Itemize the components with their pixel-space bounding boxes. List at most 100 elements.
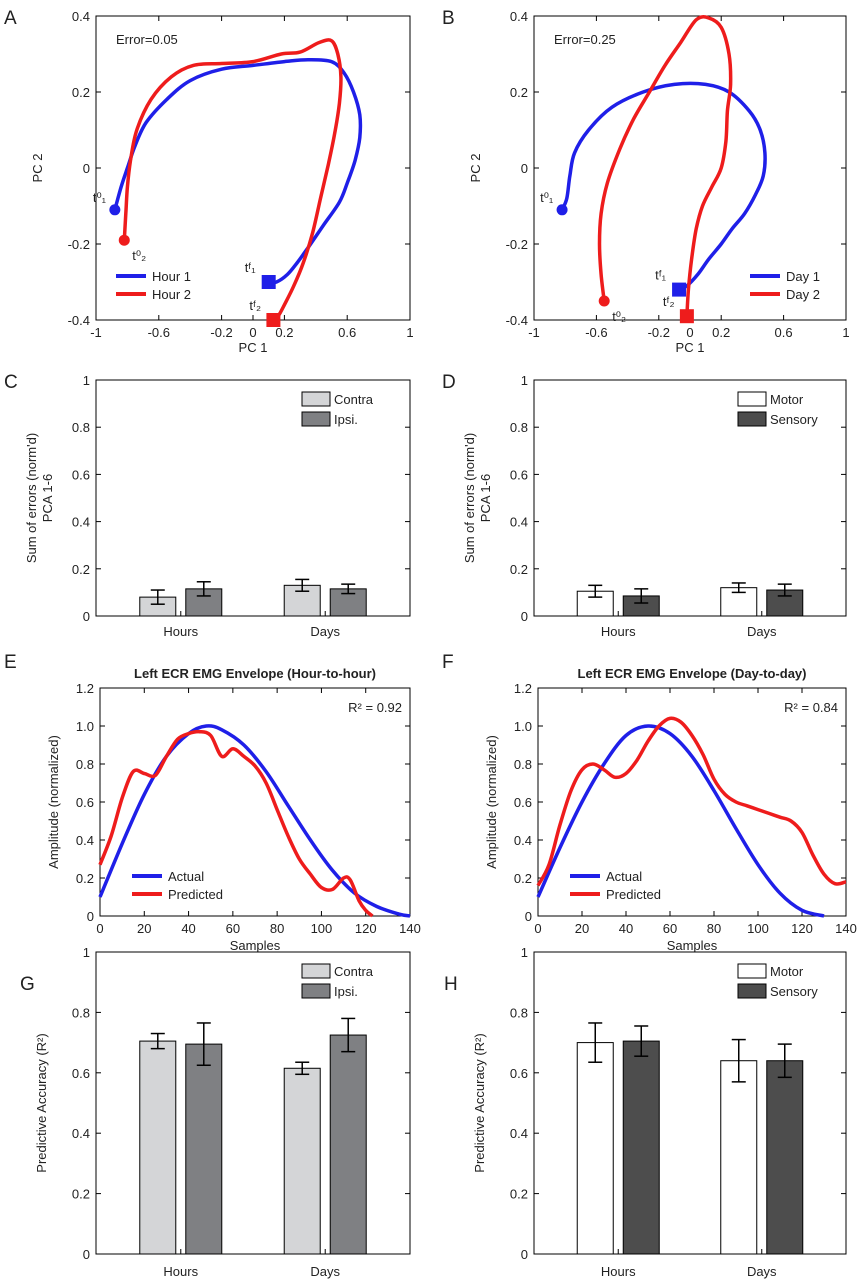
y-tick-label: 0.4 xyxy=(72,9,90,24)
x-tick-label: 0 xyxy=(534,921,541,936)
y-tick-label: 0.4 xyxy=(72,515,90,530)
y-tick-label: 1.2 xyxy=(76,681,94,696)
x-tick-label: 120 xyxy=(791,921,813,936)
emg-line-blue xyxy=(536,724,825,918)
plot-frame-d xyxy=(533,379,847,617)
x-tick-label: 140 xyxy=(399,921,421,936)
plot-frame-c xyxy=(95,379,411,617)
category-label: Days xyxy=(747,624,777,639)
y-tick-label: 0.4 xyxy=(72,1126,90,1141)
start-marker-red xyxy=(118,234,130,246)
x-tick-label: -1 xyxy=(528,325,540,340)
y-tick-label: 0.2 xyxy=(510,562,528,577)
end-time-label: tᶠ₂ xyxy=(663,294,675,309)
legend-swatch xyxy=(737,391,767,407)
y-tick-label: 0.4 xyxy=(510,515,528,530)
legend-label: Motor xyxy=(770,964,804,979)
y-tick-label: 0 xyxy=(525,909,532,924)
panel-letter-d: D xyxy=(442,372,456,393)
x-tick-label: -0.6 xyxy=(148,325,170,340)
category-label: Days xyxy=(747,1264,777,1279)
start-time-label: t⁰₁ xyxy=(540,190,554,205)
x-axis-label: Samples xyxy=(230,938,281,953)
plot-frame-h xyxy=(533,951,847,1255)
chart-panel-e: 0 20 40 60 80 100 120 140 0 0.2 0.4 0.6 0.8 1.0 1.2 Sam… xyxy=(46,666,421,953)
legend-swatch xyxy=(301,963,331,979)
bar-contra xyxy=(283,1067,321,1255)
y-tick-label: 0.8 xyxy=(514,757,532,772)
x-axis-label: Samples xyxy=(667,938,718,953)
emg-line-red xyxy=(536,716,847,887)
chart-panel-f: 0 20 40 60 80 100 120 140 0 0.2 0.4 0.6 0.8 1.0 1.2 Sam… xyxy=(484,666,857,953)
end-marker-blue xyxy=(261,275,276,289)
bar-motor xyxy=(576,1042,614,1255)
y-tick-label: 0.2 xyxy=(76,871,94,886)
legend-label: Ipsi. xyxy=(334,984,358,999)
category-label: Hours xyxy=(601,1264,636,1279)
legend-label: Ipsi. xyxy=(334,412,358,427)
bar-motor xyxy=(720,1060,758,1255)
legend-swatch xyxy=(301,411,331,427)
legend-swatch xyxy=(301,983,331,999)
x-tick-label: -0.2 xyxy=(648,325,670,340)
x-tick-label: 1 xyxy=(842,325,849,340)
y-axis-label: Predictive Accuracy (R²) xyxy=(472,1033,487,1172)
error-annotation: Error=0.25 xyxy=(554,32,616,47)
legend-label: Hour 1 xyxy=(152,269,191,284)
category-label: Days xyxy=(310,1264,340,1279)
y-tick-label: 0.2 xyxy=(72,85,90,100)
chart-panel-d: 0 0.2 0.4 0.6 0.8 1 Sum of errors (norm'd) PCA … xyxy=(462,373,847,639)
y-tick-label: 0.6 xyxy=(72,467,90,482)
plot-frame-g xyxy=(95,951,411,1255)
y-tick-label: -0.2 xyxy=(68,237,90,252)
y-tick-label: 1 xyxy=(83,373,90,388)
y-tick-label: 0 xyxy=(83,1247,90,1262)
y-axis-label: Sum of errors (norm'd) xyxy=(462,433,477,563)
x-tick-label: 20 xyxy=(575,921,589,936)
trajectory-line-blue xyxy=(560,81,767,292)
error-annotation: Error=0.05 xyxy=(116,32,178,47)
x-tick-label: 40 xyxy=(619,921,633,936)
y-axis-label: Sum of errors (norm'd) xyxy=(24,433,39,563)
panel-letter-c: C xyxy=(4,372,18,393)
y-tick-label: 0.6 xyxy=(76,795,94,810)
y-axis-label: Predictive Accuracy (R²) xyxy=(34,1033,49,1172)
y-tick-label: 0.6 xyxy=(510,467,528,482)
y-tick-label: 0 xyxy=(83,161,90,176)
x-tick-label: 0 xyxy=(686,325,693,340)
trajectory-line-blue xyxy=(113,57,363,285)
y-tick-label: 0.6 xyxy=(510,1066,528,1081)
y-tick-label: 0.2 xyxy=(72,562,90,577)
legend-label: Actual xyxy=(606,869,642,884)
x-tick-label: 60 xyxy=(663,921,677,936)
bar-ipsi xyxy=(185,1043,223,1255)
x-tick-label: 0.2 xyxy=(275,325,293,340)
y-tick-label: 0.4 xyxy=(510,1126,528,1141)
panel-letter-a: A xyxy=(4,8,17,29)
y-tick-label: 0.8 xyxy=(72,1005,90,1020)
x-tick-label: -0.2 xyxy=(210,325,232,340)
y-tick-label: 0.2 xyxy=(510,1187,528,1202)
x-axis-label: PC 1 xyxy=(676,340,705,355)
end-time-label: tᶠ₁ xyxy=(245,260,257,275)
r-squared-annotation: R² = 0.84 xyxy=(784,700,838,715)
chart-panel-g: 0 0.2 0.4 0.6 0.8 1 Predictive Accuracy (R²) Ho… xyxy=(34,945,411,1279)
chart-panel-b: -1 -0.6 -0.2 0.2 0.6 1 0 -0.4 -0.2 0 0.2 0.4 PC 1 PC … xyxy=(468,9,850,355)
y-tick-label: 0 xyxy=(87,909,94,924)
legend-label: Contra xyxy=(334,964,374,979)
y-axis-label-secondary: PCA 1-6 xyxy=(478,474,493,522)
y-tick-label: 0.4 xyxy=(514,833,532,848)
x-tick-label: 60 xyxy=(226,921,240,936)
y-tick-label: 0.8 xyxy=(510,420,528,435)
end-marker-red xyxy=(679,309,694,324)
x-tick-label: 20 xyxy=(137,921,151,936)
start-time-label: t⁰₂ xyxy=(132,248,146,263)
end-time-label: tᶠ₂ xyxy=(249,298,261,313)
x-tick-label: 120 xyxy=(355,921,377,936)
chart-title: Left ECR EMG Envelope (Hour-to-hour) xyxy=(134,666,376,681)
legend-label: Motor xyxy=(770,392,804,407)
panel-letter-g: G xyxy=(20,974,35,995)
bar-ipsi xyxy=(329,1034,367,1255)
x-tick-label: 0.6 xyxy=(338,325,356,340)
